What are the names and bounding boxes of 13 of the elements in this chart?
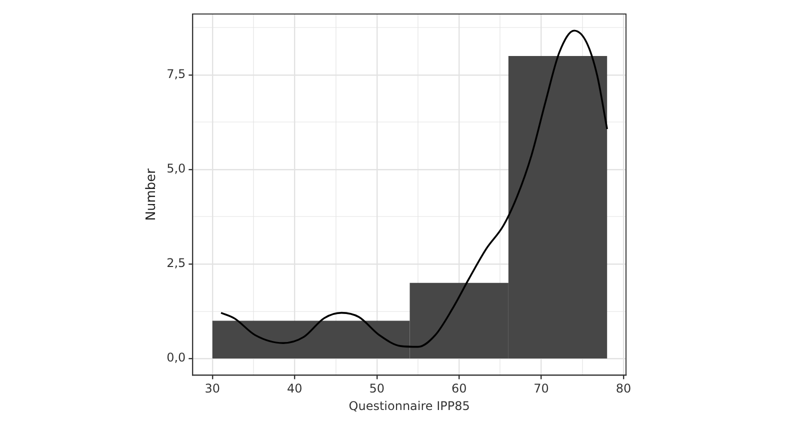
x-tick-label: 70 xyxy=(534,382,549,396)
y-axis-title: Number xyxy=(144,168,160,221)
x-tick-label: 30 xyxy=(204,382,220,396)
x-tick-label: 40 xyxy=(287,382,302,396)
x-axis-title: Questionnaire IPP85 xyxy=(348,398,470,413)
x-tick-label: 50 xyxy=(369,382,385,396)
x-tick-label: 60 xyxy=(451,382,467,396)
y-tick-label: 7,5 xyxy=(166,67,186,82)
line-series xyxy=(220,30,608,348)
x-tick-label: 80 xyxy=(616,382,632,396)
y-tick-label: 2,5 xyxy=(166,256,186,270)
y-tick-label: 5,0 xyxy=(166,162,186,176)
y-tick-label: 0,0 xyxy=(166,350,186,365)
